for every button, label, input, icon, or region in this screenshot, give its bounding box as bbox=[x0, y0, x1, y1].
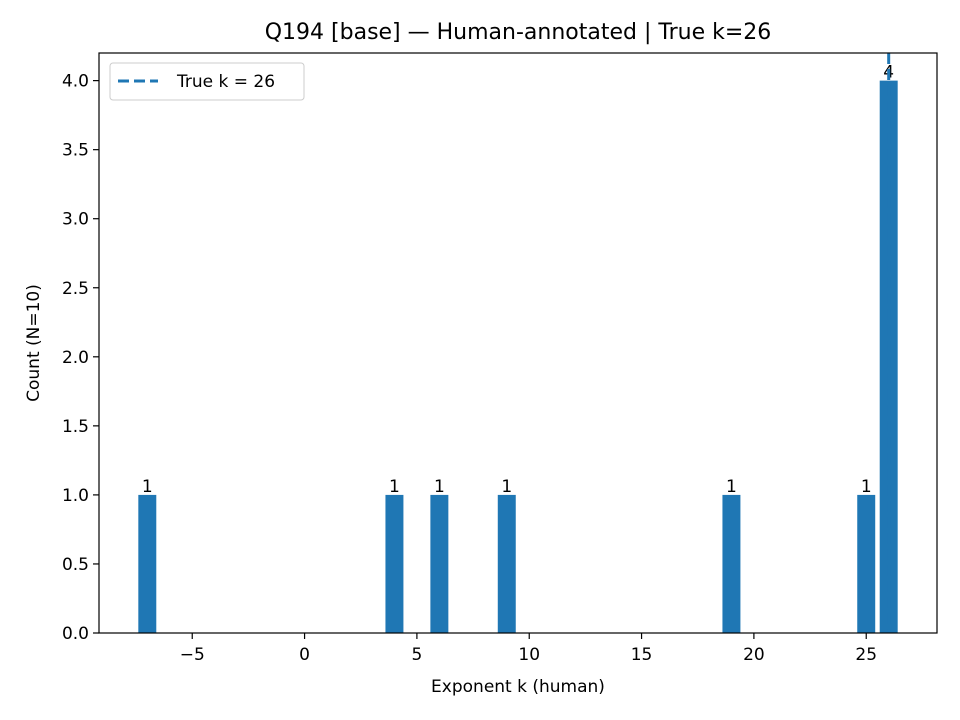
bar-value-label: 1 bbox=[501, 477, 512, 497]
bar-value-label: 1 bbox=[861, 477, 872, 497]
legend-box bbox=[109, 62, 305, 101]
y-tick-label: 3.5 bbox=[62, 141, 89, 161]
bar-k-19 bbox=[722, 494, 741, 633]
x-tick-label: 25 bbox=[855, 645, 877, 665]
y-axis-label: Count (N=10) bbox=[24, 284, 44, 402]
y-tick-label: 2.5 bbox=[62, 279, 89, 299]
x-tick-label: 15 bbox=[631, 645, 653, 665]
bar-k-26 bbox=[879, 80, 898, 634]
chart-title: Q194 [base] — Human-annotated | True k=2… bbox=[265, 20, 772, 45]
legend-entry-label: True k = 26 bbox=[176, 72, 275, 92]
y-axis-ticks: 0.0 0.5 1.0 1.5 2.0 2.5 3.0 3.5 4.0 bbox=[62, 72, 99, 644]
bar-k--7 bbox=[138, 494, 157, 633]
bar-k-6 bbox=[430, 494, 449, 633]
x-tick-label: 10 bbox=[518, 645, 540, 665]
x-axis-label: Exponent k (human) bbox=[431, 677, 605, 697]
bar-value-label: 1 bbox=[142, 477, 153, 497]
bar-value-label: 1 bbox=[389, 477, 400, 497]
bar-value-label: 1 bbox=[726, 477, 737, 497]
y-tick-label: 4.0 bbox=[62, 72, 89, 92]
y-tick-label: 3.0 bbox=[62, 210, 89, 230]
x-tick-label: 0 bbox=[299, 645, 310, 665]
bar-value-label: 1 bbox=[434, 477, 445, 497]
y-tick-label: 1.5 bbox=[62, 417, 89, 437]
x-tick-label: 5 bbox=[411, 645, 422, 665]
y-tick-label: 2.0 bbox=[62, 348, 89, 368]
y-tick-label: 0.0 bbox=[62, 624, 89, 644]
x-tick-label: −5 bbox=[180, 645, 205, 665]
y-tick-label: 0.5 bbox=[62, 555, 89, 575]
x-tick-label: 20 bbox=[743, 645, 765, 665]
bar-k-9 bbox=[497, 494, 516, 633]
x-axis-ticks: −5 0 5 10 15 20 25 bbox=[180, 633, 877, 665]
bar-k-25 bbox=[857, 494, 876, 633]
bar-k-4 bbox=[385, 494, 404, 633]
legend: True k = 26 bbox=[109, 62, 305, 101]
plot-frame bbox=[98, 52, 938, 634]
y-tick-label: 1.0 bbox=[62, 486, 89, 506]
bars-group bbox=[138, 80, 898, 634]
